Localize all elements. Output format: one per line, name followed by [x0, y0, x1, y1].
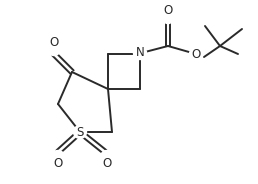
Circle shape — [47, 43, 60, 56]
Circle shape — [101, 151, 114, 164]
Text: O: O — [49, 36, 59, 49]
Circle shape — [74, 125, 86, 139]
Text: O: O — [102, 157, 112, 170]
Text: S: S — [76, 125, 84, 139]
Circle shape — [162, 10, 174, 24]
Circle shape — [189, 47, 203, 61]
Text: N: N — [136, 47, 144, 59]
Text: O: O — [191, 47, 201, 61]
Circle shape — [133, 47, 147, 59]
Text: O: O — [163, 4, 173, 17]
Text: O: O — [53, 157, 63, 170]
Circle shape — [52, 151, 64, 164]
